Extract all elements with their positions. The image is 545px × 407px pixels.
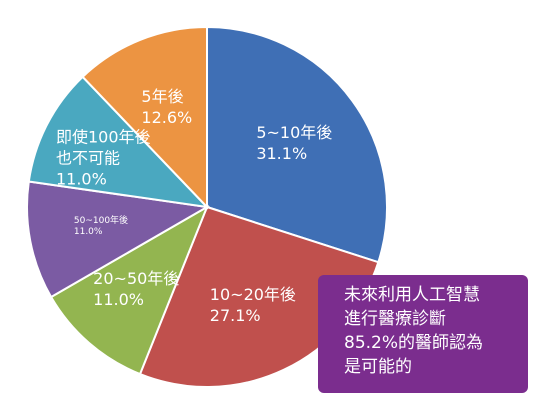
slice-label: 即使100年後也不可能 11.0%	[56, 126, 166, 189]
slice-label: 5~10年後 31.1%	[256, 122, 332, 164]
category-label: 50~100年後	[73, 216, 129, 227]
category-label: 5年後	[141, 86, 184, 106]
category-label: 5~10年後	[256, 123, 333, 143]
slice-label: 20~50年後 11.0%	[93, 268, 179, 310]
pie-slice	[81, 25, 208, 210]
value-label: 11.0%	[73, 227, 103, 238]
pie-slice	[27, 75, 210, 209]
annotation-box: 未來利用人工智慧 進行醫療診斷 85.2%的醫師認為 是可能的	[318, 275, 528, 393]
slice-label: 5年後 12.6%	[141, 86, 192, 128]
category-label: 20~50年後	[93, 268, 180, 288]
annotation-line: 進行醫療診斷	[344, 309, 446, 329]
pie-slice	[26, 180, 211, 299]
annotation-line: 未來利用人工智慧	[344, 285, 480, 305]
slice-label: 50~100年後 11.0%	[74, 216, 128, 238]
pie-slice	[206, 25, 388, 264]
value-label: 11.0%	[93, 289, 145, 309]
value-label: 11.0%	[55, 169, 107, 189]
category-label: 10~20年後	[209, 284, 296, 304]
value-label: 27.1%	[209, 305, 261, 325]
value-label: 12.6%	[141, 107, 193, 127]
slice-label: 10~20年後 27.1%	[210, 284, 296, 326]
category-label: 即使100年後也不可能	[55, 127, 151, 168]
annotation-line: 是可能的	[344, 357, 412, 377]
pie-slice	[49, 204, 210, 376]
value-label: 31.1%	[256, 144, 308, 164]
annotation-line: 85.2%的醫師認為	[344, 333, 484, 353]
